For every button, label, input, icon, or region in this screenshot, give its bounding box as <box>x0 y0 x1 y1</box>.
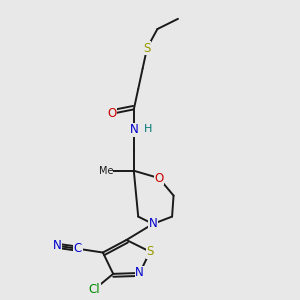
Text: H: H <box>144 124 152 134</box>
Text: N: N <box>148 218 157 230</box>
Text: N: N <box>135 266 144 280</box>
Text: S: S <box>146 245 154 258</box>
Text: Cl: Cl <box>88 283 100 296</box>
Text: N: N <box>53 239 62 252</box>
Text: S: S <box>143 42 151 55</box>
Text: N: N <box>129 123 138 136</box>
Text: C: C <box>74 242 82 255</box>
Text: O: O <box>107 107 116 120</box>
Text: Me: Me <box>99 166 113 176</box>
Text: O: O <box>154 172 164 184</box>
